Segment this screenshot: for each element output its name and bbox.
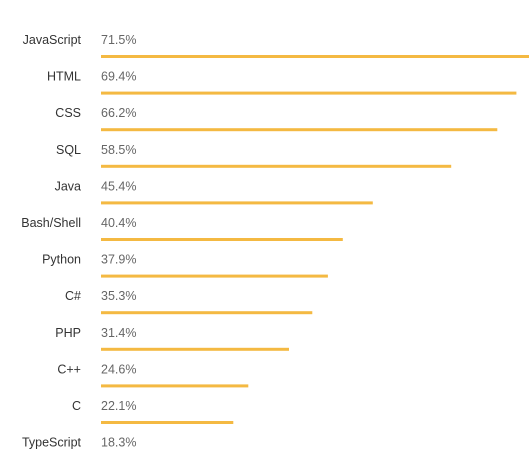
value-label: 40.4% <box>101 216 136 230</box>
bar <box>101 384 249 388</box>
category-label: TypeScript <box>22 436 82 450</box>
value-label: 69.4% <box>101 70 136 84</box>
bar <box>101 128 498 132</box>
bar <box>101 164 452 168</box>
category-label: Java <box>55 179 81 193</box>
value-label: 71.5% <box>101 33 136 47</box>
bar <box>101 238 343 241</box>
value-label: 37.9% <box>101 253 136 267</box>
category-label: CSS <box>55 106 81 120</box>
value-label: 45.4% <box>101 179 136 193</box>
category-label: SQL <box>56 143 81 157</box>
category-label: HTML <box>47 70 81 84</box>
bar <box>101 91 517 95</box>
category-label: Bash/Shell <box>21 216 81 230</box>
value-label: 66.2% <box>101 106 136 120</box>
value-label: 31.4% <box>101 326 136 340</box>
category-label: PHP <box>55 326 81 340</box>
category-label: Python <box>42 253 81 267</box>
value-label: 58.5% <box>101 143 136 157</box>
bar <box>101 201 373 205</box>
value-label: 18.3% <box>101 436 136 450</box>
bar <box>101 55 529 58</box>
bar <box>101 311 313 315</box>
bar <box>101 421 234 424</box>
category-label: JavaScript <box>23 33 82 47</box>
value-label: 35.3% <box>101 289 136 303</box>
value-label: 24.6% <box>101 362 136 376</box>
value-label: 22.1% <box>101 399 136 413</box>
bar <box>101 274 328 278</box>
category-label: C++ <box>57 362 81 376</box>
category-label: C# <box>65 289 81 303</box>
category-label: C <box>72 399 81 413</box>
bar <box>101 347 289 351</box>
